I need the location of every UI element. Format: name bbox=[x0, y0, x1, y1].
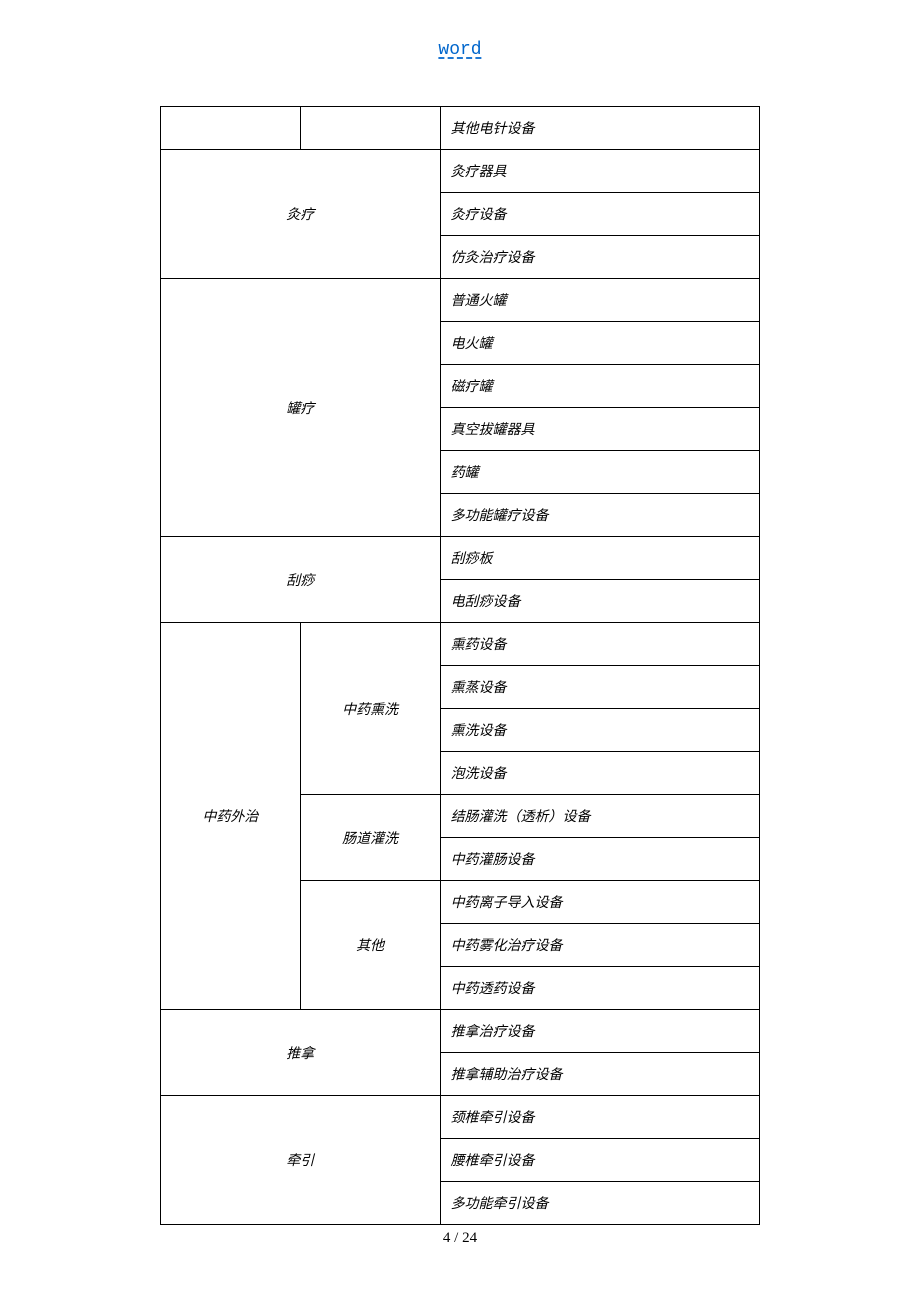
cell-category: 灸疗 bbox=[161, 150, 441, 279]
cell-item: 灸疗器具 bbox=[440, 150, 759, 193]
cell-empty bbox=[300, 107, 440, 150]
cell-item: 中药离子导入设备 bbox=[440, 881, 759, 924]
cell-item: 多功能罐疗设备 bbox=[440, 494, 759, 537]
table-row: 牵引 颈椎牵引设备 bbox=[161, 1096, 760, 1139]
cell-item: 熏药设备 bbox=[440, 623, 759, 666]
equipment-table: 其他电针设备 灸疗 灸疗器具 灸疗设备 仿灸治疗设备 罐疗 普通火罐 电火罐 磁… bbox=[160, 106, 760, 1225]
cell-item: 普通火罐 bbox=[440, 279, 759, 322]
cell-item: 结肠灌洗（透析）设备 bbox=[440, 795, 759, 838]
cell-item: 其他电针设备 bbox=[440, 107, 759, 150]
cell-item: 腰椎牵引设备 bbox=[440, 1139, 759, 1182]
cell-item: 药罐 bbox=[440, 451, 759, 494]
table-row: 其他电针设备 bbox=[161, 107, 760, 150]
table-row: 刮痧 刮痧板 bbox=[161, 537, 760, 580]
page-number: 4 / 24 bbox=[443, 1230, 477, 1247]
cell-item: 真空拔罐器具 bbox=[440, 408, 759, 451]
cell-item: 灸疗设备 bbox=[440, 193, 759, 236]
table-row: 推拿 推拿治疗设备 bbox=[161, 1010, 760, 1053]
cell-subcategory: 肠道灌洗 bbox=[300, 795, 440, 881]
cell-item: 泡洗设备 bbox=[440, 752, 759, 795]
cell-item: 推拿治疗设备 bbox=[440, 1010, 759, 1053]
cell-category: 中药外治 bbox=[161, 623, 301, 1010]
cell-item: 推拿辅助治疗设备 bbox=[440, 1053, 759, 1096]
table-row: 中药外治 中药熏洗 熏药设备 bbox=[161, 623, 760, 666]
cell-item: 颈椎牵引设备 bbox=[440, 1096, 759, 1139]
cell-item: 中药透药设备 bbox=[440, 967, 759, 1010]
cell-item: 磁疗罐 bbox=[440, 365, 759, 408]
cell-category: 罐疗 bbox=[161, 279, 441, 537]
cell-subcategory: 中药熏洗 bbox=[300, 623, 440, 795]
cell-item: 中药灌肠设备 bbox=[440, 838, 759, 881]
table-row: 罐疗 普通火罐 bbox=[161, 279, 760, 322]
cell-item: 中药雾化治疗设备 bbox=[440, 924, 759, 967]
table-row: 灸疗 灸疗器具 bbox=[161, 150, 760, 193]
main-table-container: 其他电针设备 灸疗 灸疗器具 灸疗设备 仿灸治疗设备 罐疗 普通火罐 电火罐 磁… bbox=[160, 106, 760, 1225]
cell-item: 熏蒸设备 bbox=[440, 666, 759, 709]
cell-category: 刮痧 bbox=[161, 537, 441, 623]
header-word-link[interactable]: word bbox=[438, 40, 481, 60]
cell-category: 牵引 bbox=[161, 1096, 441, 1225]
cell-item: 刮痧板 bbox=[440, 537, 759, 580]
cell-item: 熏洗设备 bbox=[440, 709, 759, 752]
cell-item: 多功能牵引设备 bbox=[440, 1182, 759, 1225]
cell-item: 电火罐 bbox=[440, 322, 759, 365]
cell-item: 电刮痧设备 bbox=[440, 580, 759, 623]
cell-category: 推拿 bbox=[161, 1010, 441, 1096]
cell-subcategory: 其他 bbox=[300, 881, 440, 1010]
cell-item: 仿灸治疗设备 bbox=[440, 236, 759, 279]
cell-empty bbox=[161, 107, 301, 150]
